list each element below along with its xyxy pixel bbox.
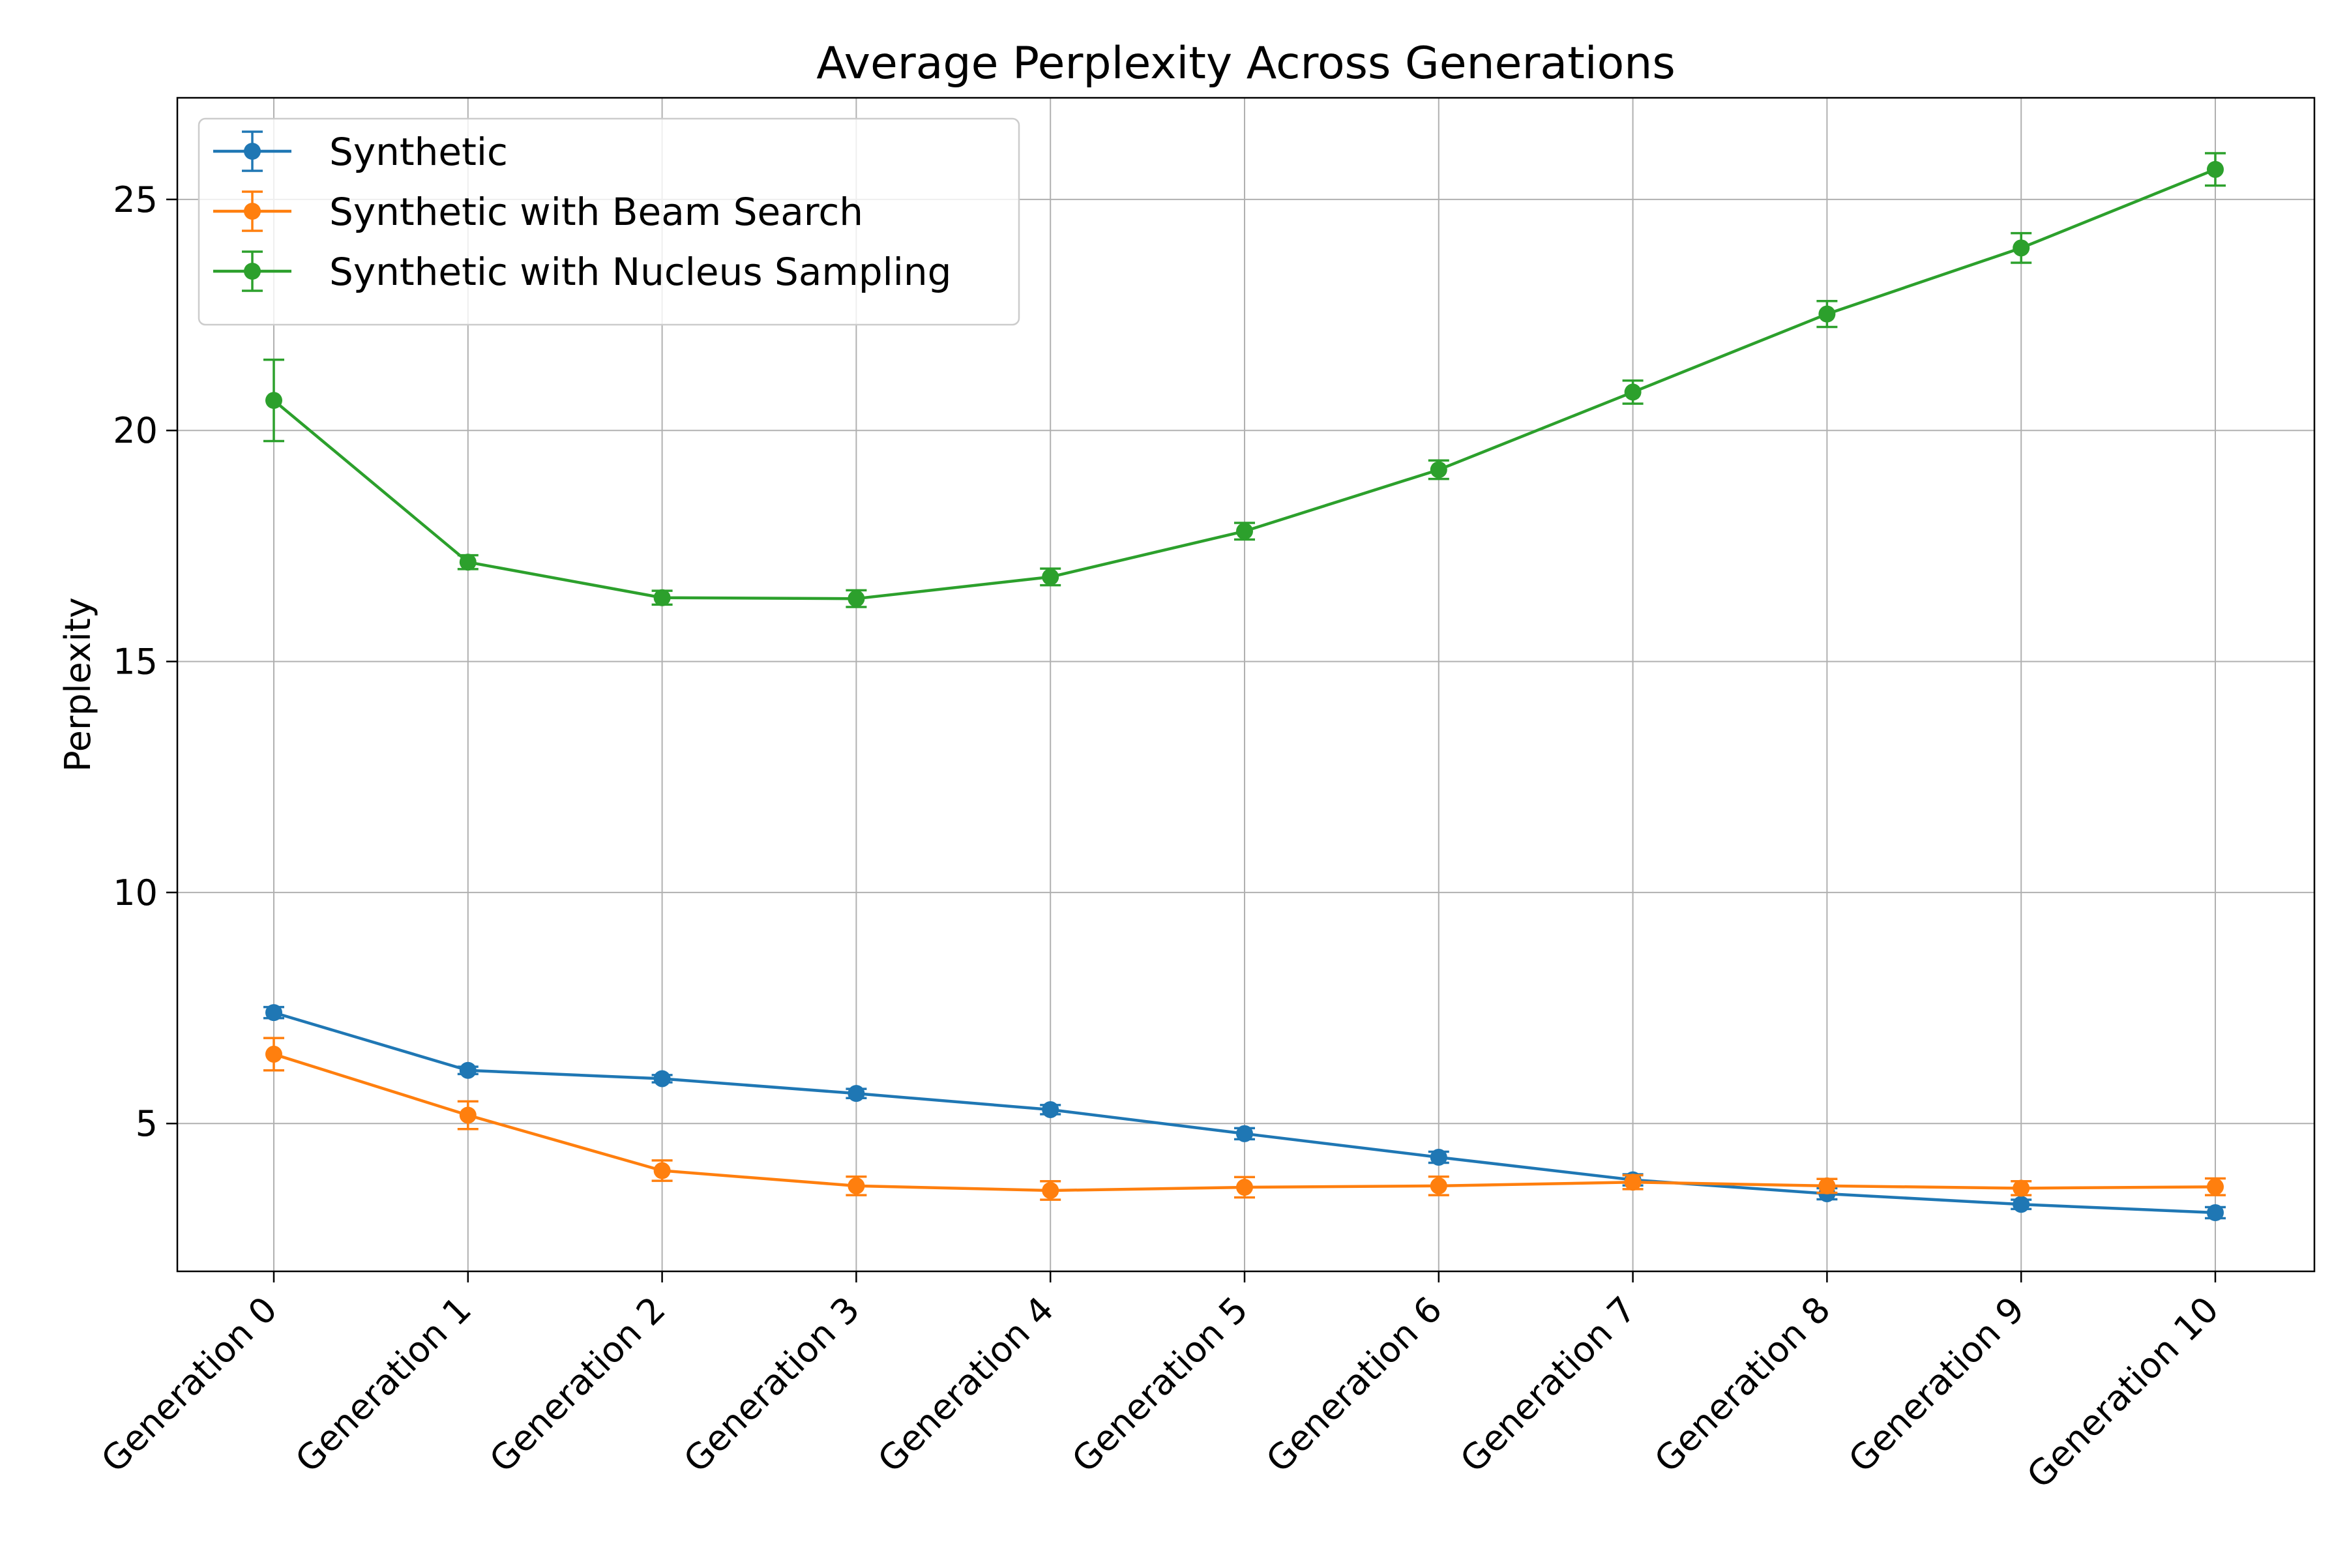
- series-layer: [263, 152, 2226, 1221]
- data-point: [1042, 1101, 1059, 1118]
- data-point: [265, 1004, 282, 1022]
- legend-label: Synthetic with Nucleus Sampling: [329, 250, 951, 294]
- data-point: [265, 1045, 282, 1063]
- data-point: [1624, 1174, 1642, 1191]
- data-point: [1818, 1177, 1836, 1194]
- data-point: [1236, 1179, 1253, 1196]
- series-2: [263, 152, 2226, 608]
- data-point: [848, 1177, 865, 1194]
- legend-label: Synthetic: [329, 130, 508, 174]
- data-point: [2013, 1196, 2030, 1213]
- data-point: [848, 1085, 865, 1102]
- y-tick-label: 5: [136, 1103, 158, 1144]
- data-point: [2013, 239, 2030, 257]
- legend-marker: [244, 263, 261, 280]
- data-point: [459, 1106, 477, 1124]
- y-axis-label: Perplexity: [57, 597, 98, 772]
- legend-marker: [244, 203, 261, 220]
- data-point: [2207, 1178, 2224, 1196]
- legend-label: Synthetic with Beam Search: [329, 190, 863, 234]
- data-point: [1042, 1181, 1059, 1199]
- y-tick-label: 15: [113, 642, 158, 683]
- data-point: [653, 589, 671, 606]
- data-point: [1818, 305, 1836, 323]
- data-point: [459, 1061, 477, 1079]
- chart-title: Average Perplexity Across Generations: [816, 38, 1675, 89]
- data-point: [1430, 1177, 1447, 1194]
- plot-frame: [176, 96, 2316, 1273]
- data-point: [1624, 383, 1642, 401]
- data-point: [2207, 1204, 2224, 1221]
- legend-marker: [244, 143, 261, 160]
- data-point: [1042, 568, 1059, 585]
- data-point: [459, 554, 477, 571]
- data-point: [1236, 522, 1253, 540]
- y-tick-label: 20: [113, 410, 158, 451]
- data-point: [653, 1162, 671, 1179]
- data-point: [653, 1070, 671, 1087]
- series-1: [263, 1037, 2226, 1201]
- y-tick-label: 25: [113, 179, 158, 220]
- legend: Synthetic Synthetic with Beam Search Synth…: [198, 117, 1020, 326]
- data-point: [265, 392, 282, 409]
- data-point: [1236, 1125, 1253, 1142]
- data-point: [2207, 160, 2224, 178]
- legend-box: [198, 117, 1020, 326]
- data-point: [1430, 461, 1447, 479]
- data-point: [848, 590, 865, 608]
- data-point: [2013, 1179, 2030, 1197]
- series-0: [263, 1004, 2226, 1221]
- data-point: [1430, 1148, 1447, 1166]
- y-tick-label: 10: [113, 872, 158, 913]
